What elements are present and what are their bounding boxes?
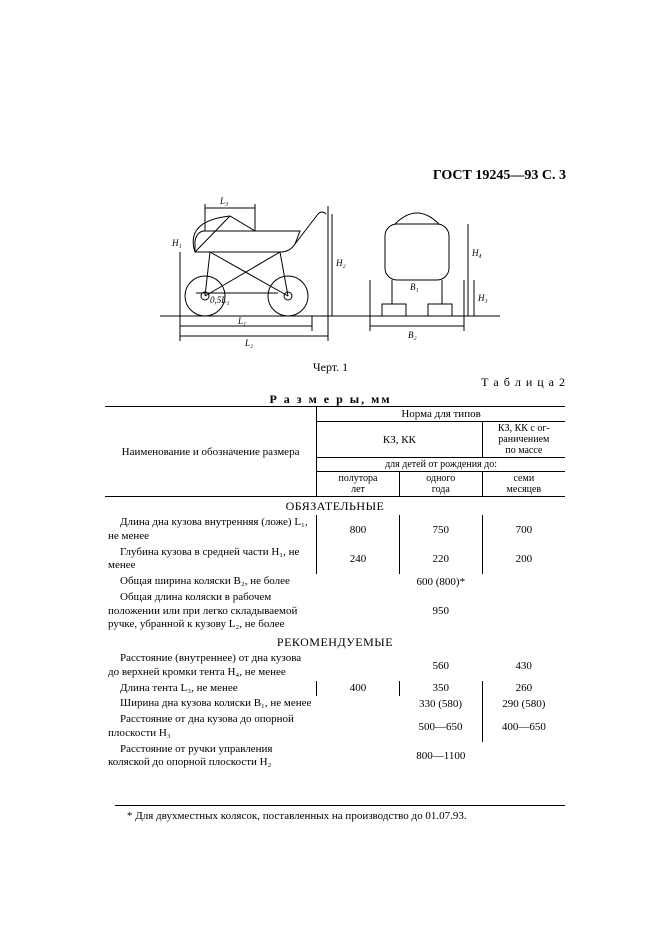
dim-L2: L₂ xyxy=(244,338,253,348)
section-recommended: РЕКОМЕНДУЕМЫЕ xyxy=(105,633,565,651)
row-r2-v1: 330 (580) xyxy=(399,696,482,712)
table-label: Т а б л и ц а 2 xyxy=(481,375,566,390)
figure-caption: Черт. 1 xyxy=(0,360,661,375)
table-footnote: * Для двухместных колясок, поставленных … xyxy=(115,805,565,822)
row-r1-v0: 400 xyxy=(317,681,400,697)
row-o3-p: Общая длина коляски в рабочем положении … xyxy=(105,590,317,633)
th-age2: одного года xyxy=(399,472,482,497)
row-o0-p: Длина дна кузова внутренняя (ложе) L₁, н… xyxy=(105,515,317,545)
row-r2-v2: 290 (580) xyxy=(482,696,565,712)
row-r3-v2: 400—650 xyxy=(482,712,565,742)
row-o0-v0: 800 xyxy=(317,515,400,545)
row-o0-v2: 700 xyxy=(482,515,565,545)
row-o0-v1: 750 xyxy=(399,515,482,545)
dim-H4: H₄ xyxy=(471,248,482,258)
row-r1-v2: 260 xyxy=(482,681,565,697)
row-r0-p: Расстояние (внутреннее) от дна кузова до… xyxy=(105,651,317,681)
row-r2-v0 xyxy=(317,696,400,712)
dim-L1: L₁ xyxy=(237,316,246,326)
row-r4-v1: 800—1100 xyxy=(399,742,482,772)
row-o1-v0: 240 xyxy=(317,545,400,575)
th-norm: Норма для типов xyxy=(317,407,565,422)
row-r0-v1: 560 xyxy=(399,651,482,681)
dim-L3: L₃ xyxy=(219,196,228,206)
row-o1-v2: 200 xyxy=(482,545,565,575)
row-o2-v2 xyxy=(482,574,565,590)
row-o3-v1: 950 xyxy=(399,590,482,633)
dimensions-table: Наименование и обозначение размера Норма… xyxy=(105,406,565,771)
row-o1-v1: 220 xyxy=(399,545,482,575)
th-kzkk: КЗ, КК xyxy=(317,422,483,458)
dim-H3: H₃ xyxy=(477,293,488,303)
row-r0-v0 xyxy=(317,651,400,681)
th-age1: полутора лет xyxy=(317,472,400,497)
th-children: для детей от рождения до: xyxy=(317,458,565,472)
row-r3-p: Расстояние от дна кузова до опорной плос… xyxy=(105,712,317,742)
row-r1-p: Длина тента L₃, не менее xyxy=(105,681,317,697)
row-r0-v2: 430 xyxy=(482,651,565,681)
row-r1-v1: 350 xyxy=(399,681,482,697)
row-o3-v0 xyxy=(317,590,400,633)
row-r2-p: Ширина дна кузова коляски B₁, не менее xyxy=(105,696,317,712)
dim-B2: B₂ xyxy=(408,330,417,340)
row-o3-v2 xyxy=(482,590,565,633)
document-page: ГОСТ 19245—93 С. 3 xyxy=(0,0,661,935)
technical-drawing: L₃ H₁ 0,5L₁ L₁ L₂ H₂ B₁ B₂ H₃ H₄ xyxy=(160,196,500,351)
row-o2-p: Общая ширина коляски B₂, не более xyxy=(105,574,317,590)
dim-B1: B₁ xyxy=(410,282,419,292)
th-kzkk-lim: КЗ, КК с ог- раничением по массе xyxy=(482,422,565,458)
row-r4-p: Расстояние от ручки управления коляской … xyxy=(105,742,317,772)
row-o2-v1: 600 (800)* xyxy=(399,574,482,590)
dim-H2: H₂ xyxy=(335,258,346,268)
page-header: ГОСТ 19245—93 С. 3 xyxy=(433,168,566,184)
section-obligatory: ОБЯЗАТЕЛЬНЫЕ xyxy=(105,497,565,516)
row-r3-v0 xyxy=(317,712,400,742)
dim-05L1: 0,5L₁ xyxy=(210,295,229,305)
dim-H1: H₁ xyxy=(171,238,182,248)
row-o2-v0 xyxy=(317,574,400,590)
row-r4-v0 xyxy=(317,742,400,772)
row-o1-p: Глубина кузова в средней части H₁, не ме… xyxy=(105,545,317,575)
table-title: Р а з м е р ы, мм xyxy=(0,392,661,407)
row-r4-v2 xyxy=(482,742,565,772)
row-r3-v1: 500—650 xyxy=(399,712,482,742)
th-age3: семи месяцев xyxy=(482,472,565,497)
th-param: Наименование и обозначение размера xyxy=(105,407,317,497)
